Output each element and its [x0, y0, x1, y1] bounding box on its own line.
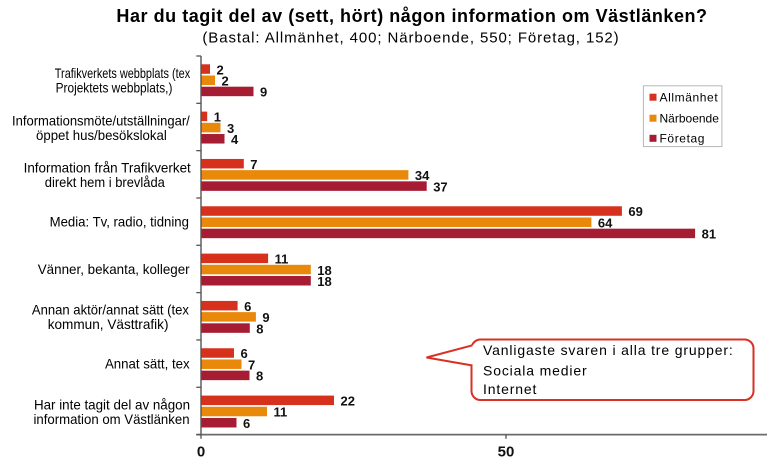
svg-text:Projektets webbplats,): Projektets webbplats,) [56, 80, 173, 96]
svg-text:öppet hus/besökslokal: öppet hus/besökslokal [36, 127, 167, 143]
svg-text:7: 7 [250, 157, 257, 172]
svg-text:Allmänhet: Allmänhet [660, 90, 719, 104]
svg-text:Trafikverkets webbplats (tex: Trafikverkets webbplats (tex [55, 65, 190, 81]
svg-text:3: 3 [227, 121, 234, 136]
svg-text:8: 8 [256, 369, 263, 384]
svg-text:information om Västlänken: information om Västlänken [33, 411, 189, 427]
svg-text:6: 6 [241, 346, 248, 361]
svg-text:direkt hem i brevlåda: direkt hem i brevlåda [45, 174, 165, 190]
svg-text:50: 50 [498, 444, 515, 460]
svg-text:Information från Trafikverket: Information från Trafikverket [24, 160, 191, 176]
svg-text:11: 11 [274, 405, 288, 420]
svg-text:Har inte tagit del av någon: Har inte tagit del av någon [34, 396, 190, 412]
svg-text:Annat sätt, tex: Annat sätt, tex [105, 356, 190, 372]
svg-text:9: 9 [260, 85, 267, 100]
svg-text:37: 37 [433, 179, 447, 194]
svg-text:6: 6 [244, 299, 251, 314]
svg-text:Sociala medier: Sociala medier [483, 363, 588, 379]
svg-text:Har du tagit del av (sett, hör: Har du tagit del av (sett, hört) någon i… [116, 6, 707, 26]
svg-text:Internet: Internet [483, 381, 537, 397]
svg-text:64: 64 [598, 215, 613, 230]
svg-text:11: 11 [275, 252, 289, 267]
svg-text:69: 69 [628, 204, 642, 219]
svg-text:4: 4 [231, 132, 239, 147]
svg-text:0: 0 [197, 444, 205, 460]
svg-text:22: 22 [341, 394, 355, 409]
svg-text:18: 18 [317, 263, 331, 278]
svg-text:Vänner, bekanta, kolleger: Vänner, bekanta, kolleger [38, 261, 190, 277]
svg-text:6: 6 [243, 416, 250, 431]
svg-text:7: 7 [248, 357, 255, 372]
svg-text:1: 1 [214, 110, 221, 125]
svg-text:kommun, Västtrafik): kommun, Västtrafik) [48, 316, 169, 332]
svg-text:18: 18 [317, 274, 331, 289]
svg-text:Media: Tv, radio, tidning: Media: Tv, radio, tidning [50, 214, 189, 230]
svg-text:2: 2 [217, 62, 224, 77]
svg-text:8: 8 [256, 321, 263, 336]
svg-text:81: 81 [702, 227, 716, 242]
svg-text:34: 34 [415, 168, 430, 183]
svg-text:9: 9 [262, 310, 269, 325]
svg-text:Företag: Företag [660, 132, 706, 146]
svg-text:Närboende: Närboende [660, 111, 720, 125]
svg-text:(Bastal: Allmänhet, 400; Närbo: (Bastal: Allmänhet, 400; Närboende, 550;… [202, 29, 619, 46]
svg-text:Annan aktör/annat sätt (tex: Annan aktör/annat sätt (tex [32, 302, 189, 318]
svg-text:Vanligaste svaren i alla tre g: Vanligaste svaren i alla tre grupper: [483, 342, 734, 358]
svg-text:Informationsmöte/utställningar: Informationsmöte/utställningar/ [12, 112, 190, 128]
svg-text:2: 2 [222, 73, 229, 88]
